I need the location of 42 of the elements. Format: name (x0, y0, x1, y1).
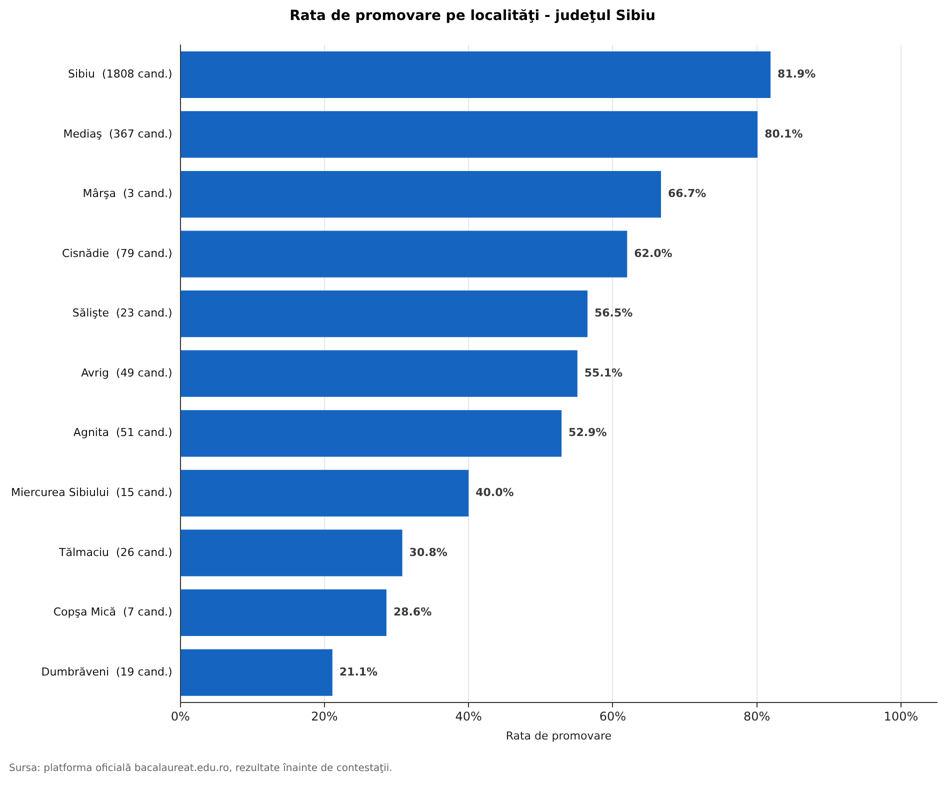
bar (180, 530, 402, 576)
data-label: 40.0% (476, 486, 514, 500)
bar (180, 230, 628, 278)
data-label: 56.5% (594, 306, 633, 320)
y-tick-label: Avrig (49 cand.) (81, 366, 172, 380)
data-label: 21.1% (339, 665, 378, 678)
x-tick-label: 20% (311, 710, 338, 724)
data-label: 30.8% (409, 546, 448, 559)
x-axis-title: Rata de promovare (506, 729, 612, 742)
x-tick-label: 60% (599, 710, 626, 724)
bar (180, 350, 578, 397)
bar (180, 111, 758, 158)
bar (180, 649, 332, 696)
data-label: 28.6% (393, 606, 432, 619)
x-tick-label: 80% (744, 710, 770, 724)
text: Sursa: platforma oficială bacalaureat.edu.ro, rezultate înainte de contestaţii. (9, 763, 392, 774)
y-tick-label: Miercurea Sibiului (15 cand.) (11, 486, 172, 500)
data-label: 52.9% (568, 426, 607, 440)
y-tick-label: Mârşa (3 cand.) (82, 187, 172, 200)
data-label: 80.1% (764, 127, 803, 140)
y-tick-label: Cisnădie (79 cand.) (62, 246, 172, 260)
y-tick-label: Agnita (51 cand.) (73, 426, 172, 440)
x-tick-label: 100% (884, 710, 918, 724)
bar (180, 470, 469, 516)
y-tick-label: Sibiu (1808 cand.) (68, 68, 172, 81)
x-tick-label: 0% (170, 710, 190, 724)
bar (180, 170, 661, 218)
y-tick-label: Mediaş (367 cand.) (63, 127, 172, 140)
bar (180, 410, 562, 457)
data-label: 66.7% (668, 187, 706, 200)
y-tick-label: Sălişte (23 cand.) (72, 306, 172, 320)
y-tick-label: Dumbrăveni (19 cand.) (41, 665, 172, 678)
bar (180, 290, 588, 338)
bar (180, 51, 771, 98)
data-label: 62.0% (634, 246, 672, 260)
y-tick-label: Copşa Mică (7 cand.) (53, 606, 172, 619)
bar (180, 589, 386, 636)
data-label: 81.9% (778, 68, 816, 81)
chart-title: Rata de promovare pe localităţi - judeţul Sibiu (290, 8, 656, 24)
x-tick-label: 40% (455, 710, 482, 724)
data-label: 55.1% (584, 366, 623, 380)
y-tick-label: Tălmaciu (26 cand.) (58, 546, 172, 559)
